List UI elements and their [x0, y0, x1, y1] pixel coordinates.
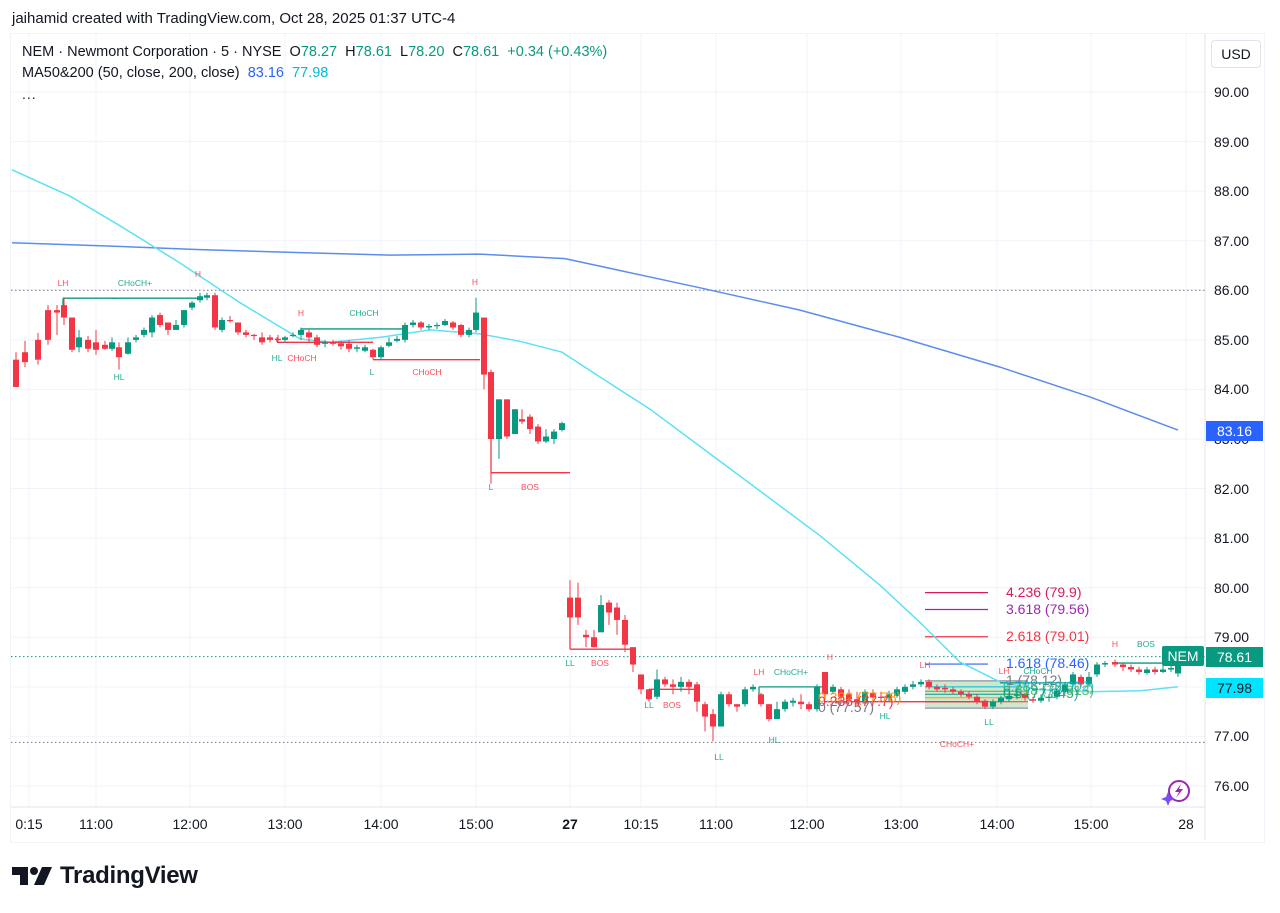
fib-level-label: 0.236 (77.7): [818, 692, 894, 709]
time-tick: 27: [562, 816, 578, 832]
time-tick: 12:00: [789, 816, 825, 832]
fib-level-label: 2.618 (79.01): [1006, 627, 1090, 644]
structure-label: CHoCH+: [117, 278, 153, 288]
time-tick: 11:00: [79, 816, 113, 832]
structure-label: BOS: [1137, 639, 1155, 649]
structure-label: BOS: [591, 658, 609, 668]
close-label: C: [452, 44, 463, 60]
ohlc-row: NEM · Newmont Corporation · 5 · NYSE O78…: [22, 42, 607, 63]
time-tick: 14:00: [363, 816, 399, 832]
change-value: +0.34 (+0.43%): [507, 44, 608, 60]
fib-level-label: 0.786 (78.002): [1003, 677, 1095, 694]
time-tick: 14:00: [979, 816, 1015, 832]
time-tick: 15:00: [458, 816, 494, 832]
price-tick: 88.00: [1214, 183, 1250, 200]
time-tick: 10:15: [623, 816, 659, 832]
price-tick: 85.00: [1214, 331, 1250, 348]
price-tick: 90.00: [1214, 84, 1250, 100]
fib-level-label: 4.236 (79.9): [1006, 583, 1082, 600]
time-tick: 13:00: [267, 816, 303, 832]
structure-label: HL: [113, 372, 125, 382]
price-tick: 77.00: [1214, 728, 1250, 745]
currency-button[interactable]: USD: [1211, 40, 1261, 68]
structure-label: LH: [998, 666, 1010, 676]
price-tick: 82.00: [1214, 480, 1250, 497]
structure-label: CHoCH: [287, 353, 317, 363]
time-tick: 15:00: [1073, 816, 1109, 832]
structure-label: LL: [984, 717, 994, 727]
structure-label: LL: [565, 658, 575, 668]
symbol-title[interactable]: NEM · Newmont Corporation · 5 · NYSE: [22, 44, 282, 60]
fib-level-label: 0.382 (77.78): [818, 688, 902, 705]
price-tick: 80.00: [1214, 579, 1250, 596]
structure-label: CHoCH: [412, 367, 442, 377]
structure-label: BOS: [663, 700, 681, 710]
price-tick: 86.00: [1214, 282, 1250, 299]
structure-label: H: [1111, 639, 1119, 649]
last-price-badge: 78.61: [1206, 646, 1263, 667]
time-tick: 0:15: [15, 816, 43, 832]
ma50-value: 83.16: [247, 65, 284, 81]
fib-level-label: 0.618 (77.913): [1003, 682, 1095, 699]
structure-label: L: [369, 367, 375, 377]
more-indicators-button[interactable]: ...: [22, 86, 37, 102]
structure-label: BOS: [521, 482, 539, 492]
high-value: 78.61: [355, 44, 392, 60]
symbol-tag: NEM: [1162, 646, 1204, 666]
price-tick: 76.00: [1214, 777, 1250, 794]
ma-indicator-label[interactable]: MA50&200 (50, close, 200, close): [22, 65, 240, 81]
structure-label: H: [194, 269, 202, 279]
chart-caption: jaihamid created with TradingView.com, O…: [12, 10, 456, 27]
structure-label: HL: [271, 353, 283, 363]
structure-label: LH: [57, 278, 69, 288]
time-tick: 13:00: [883, 816, 919, 832]
fib-level-label: 0.5 (77.845): [1003, 685, 1079, 702]
price-tick: 89.00: [1214, 133, 1250, 150]
high-label: H: [345, 44, 356, 60]
fib-level-label: 0 (77.57): [818, 699, 875, 716]
time-tick: 28: [1178, 816, 1194, 832]
tradingview-logo-icon: [12, 867, 52, 885]
structure-label: CHoCH: [349, 308, 379, 318]
structure-label: HL: [879, 711, 891, 721]
price-tick: 79.00: [1214, 629, 1250, 646]
structure-label: L: [488, 482, 494, 492]
structure-label: LL: [714, 752, 724, 762]
tradingview-logo[interactable]: TradingView: [12, 862, 198, 890]
time-tick: 11:00: [699, 816, 733, 832]
ma50-price-badge: 83.16: [1206, 421, 1263, 442]
price-tick: 87.00: [1214, 232, 1250, 249]
structure-label: LH: [919, 660, 931, 670]
fib-level-label: 3.618 (79.56): [1006, 600, 1090, 617]
structure-label: CHoCH+: [939, 739, 975, 749]
low-label: L: [400, 44, 409, 60]
fib-level-label: 1.618 (78.46): [1006, 655, 1090, 672]
tradingview-wordmark: TradingView: [60, 862, 198, 889]
price-tick: 84.00: [1214, 381, 1250, 398]
structure-label: H: [471, 277, 479, 287]
fib-level-label: 1 (78.12): [1006, 671, 1063, 688]
time-tick: 12:00: [172, 816, 208, 832]
structure-label: LL: [644, 700, 654, 710]
structure-label: HL: [768, 735, 780, 745]
structure-label: CHoCH: [1023, 666, 1053, 676]
structure-label: CHoCH+: [773, 667, 809, 677]
structure-label: H: [297, 308, 305, 318]
open-label: O: [289, 44, 301, 60]
chart-legend: NEM · Newmont Corporation · 5 · NYSE O78…: [22, 42, 607, 105]
close-value: 78.61: [462, 44, 500, 60]
ma200-price-badge: 77.98: [1206, 677, 1263, 698]
ma-row[interactable]: MA50&200 (50, close, 200, close) 83.16 7…: [22, 63, 607, 84]
structure-label: H: [826, 652, 834, 662]
price-tick: 81.00: [1214, 530, 1250, 547]
ma200-value: 77.98: [292, 65, 329, 81]
structure-label: LH: [753, 667, 765, 677]
open-value: 78.27: [300, 44, 338, 60]
chart-frame: [10, 33, 1265, 843]
low-value: 78.20: [408, 44, 445, 60]
assistant-sparkle-icon[interactable]: [1160, 778, 1194, 813]
